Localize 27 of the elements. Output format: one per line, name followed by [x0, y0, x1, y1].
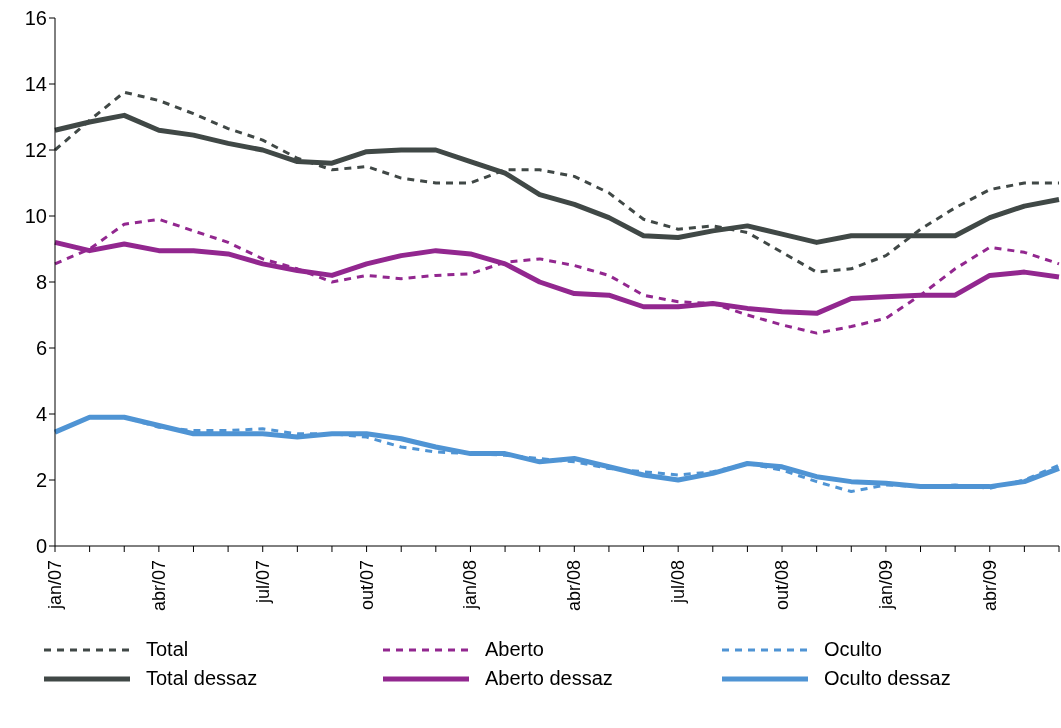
- x-tick-label: abr/07: [148, 560, 169, 612]
- legend-label: Total dessaz: [146, 667, 258, 690]
- y-tick-label: 2: [35, 469, 47, 492]
- x-tick-label: jul/07: [252, 560, 273, 605]
- x-tick-label: abr/09: [979, 560, 1000, 612]
- line-series: [53, 90, 1061, 274]
- x-tick-label: jan/09: [875, 560, 896, 611]
- x-tick-label: jul/08: [668, 560, 689, 605]
- y-tick-label: 4: [35, 403, 47, 426]
- x-tick-label: abr/08: [564, 560, 585, 612]
- legend-label: Aberto: [485, 638, 544, 661]
- legend-label: Aberto dessaz: [485, 667, 613, 690]
- x-tick-label: out/08: [772, 560, 793, 611]
- legend-label: Oculto: [824, 638, 882, 661]
- y-tick-label: 12: [24, 139, 47, 162]
- y-tick-label: 10: [24, 205, 47, 228]
- legend-label: Oculto dessaz: [824, 667, 951, 690]
- y-tick-label: 8: [35, 271, 47, 294]
- legend-label: Total: [146, 638, 189, 661]
- x-tick-label: out/07: [356, 560, 377, 611]
- y-tick-label: 0: [35, 535, 47, 558]
- line-series: [53, 217, 1061, 335]
- y-tick-label: 14: [24, 73, 47, 96]
- y-tick-label: 6: [35, 337, 47, 360]
- x-tick-label: jan/08: [460, 560, 481, 611]
- y-tick-label: 16: [24, 7, 47, 30]
- x-tick-label: jan/07: [45, 560, 65, 611]
